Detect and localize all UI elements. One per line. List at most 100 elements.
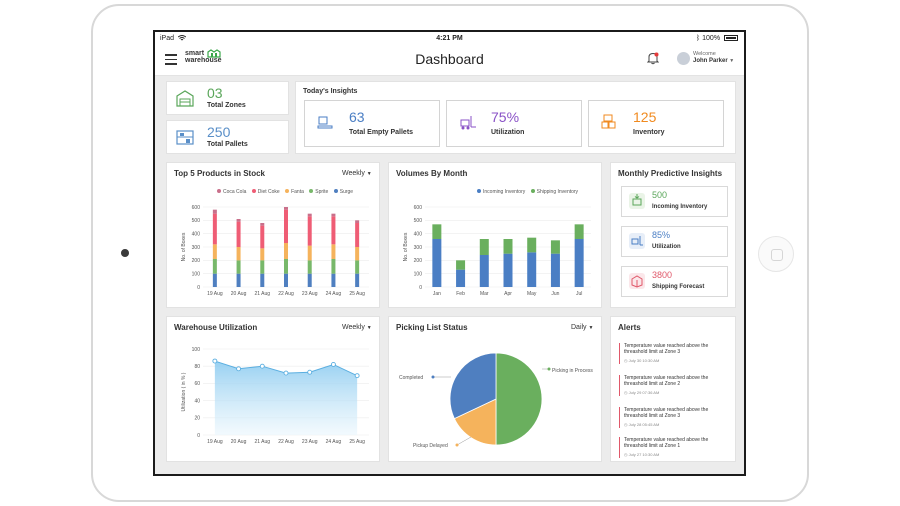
volumes-bar-incoming-inventory bbox=[550, 240, 560, 254]
top-products-bar-diet-coke bbox=[212, 213, 217, 245]
home-button[interactable] bbox=[758, 236, 794, 272]
top-products-bar-fanta bbox=[260, 248, 265, 261]
status-bar: iPad 4:21 PM ᛒ 100% bbox=[155, 32, 744, 46]
utilization-ytick: 80 bbox=[194, 364, 200, 370]
alert-item[interactable]: Temperature value reached above the thre… bbox=[619, 375, 729, 396]
top-products-ytick: 500 bbox=[192, 218, 201, 224]
predict-utilization: 85% Utilization bbox=[621, 226, 728, 257]
top-products-bar-diet-coke bbox=[284, 209, 288, 243]
top-products-bar-surge bbox=[355, 273, 360, 287]
bell-icon[interactable] bbox=[647, 52, 659, 65]
top-products-bar-surge bbox=[260, 273, 265, 287]
top-products-bar-surge bbox=[284, 273, 288, 287]
predictive-insights-card: Monthly Predictive Insights 500 Incoming… bbox=[610, 162, 736, 308]
insight-utilization: 75% Utilization bbox=[446, 100, 582, 147]
top-products-ylabel: No. of Boxes bbox=[181, 232, 187, 261]
top-products-bar-coca-cola bbox=[284, 207, 288, 210]
top-products-xtick: 21 Aug bbox=[254, 291, 270, 297]
top-products-bar-diet-coke bbox=[236, 221, 241, 247]
volumes-xtick: Mar bbox=[480, 291, 489, 297]
volumes-xtick: Jan bbox=[433, 291, 441, 297]
bluetooth-icon: ᛒ bbox=[695, 35, 701, 42]
avatar[interactable] bbox=[677, 52, 690, 65]
top-products-bar-coca-cola bbox=[331, 213, 336, 217]
top-products-ytick: 600 bbox=[192, 205, 201, 211]
total-zones-value: 03 bbox=[207, 85, 223, 101]
total-pallets-card: 250 Total Pallets bbox=[166, 120, 289, 154]
utilization-point bbox=[307, 369, 313, 375]
utilization-xtick: 21 Aug bbox=[254, 439, 270, 445]
utilization-ytick: 20 bbox=[194, 416, 200, 422]
top-products-bar-fanta bbox=[236, 247, 241, 261]
top-products-bar-coca-cola bbox=[236, 219, 241, 222]
top-products-card: Top 5 Products in Stock Weekly ▼ Coca Co… bbox=[166, 162, 380, 308]
chevron-down-icon: ▼ bbox=[729, 58, 735, 64]
utilization-point bbox=[236, 366, 242, 372]
top-products-bar-sprite bbox=[331, 259, 336, 274]
top-products-bar-sprite bbox=[212, 259, 217, 274]
user-menu[interactable]: Welcome John Parker ▼ bbox=[693, 51, 735, 64]
volumes-bar-shipping-inventory bbox=[456, 269, 466, 287]
utilization-ytick: 60 bbox=[194, 381, 200, 387]
warehouse-icon bbox=[176, 90, 194, 107]
volumes-bar-shipping-inventory bbox=[503, 253, 513, 287]
clock-icon: ◷ bbox=[624, 390, 628, 395]
top-products-xtick: 24 Aug bbox=[326, 291, 342, 297]
utilization-ytick: 40 bbox=[194, 398, 200, 404]
volumes-bar-incoming-inventory bbox=[456, 260, 466, 270]
battery-level: 100% bbox=[702, 35, 721, 42]
utilization-xtick: 20 Aug bbox=[231, 439, 247, 445]
device-name: iPad bbox=[160, 35, 175, 42]
volumes-bar-incoming-inventory bbox=[432, 224, 442, 239]
top-products-bar-diet-coke bbox=[307, 216, 312, 246]
utilization-area bbox=[214, 361, 358, 435]
volumes-xtick: Jun bbox=[551, 291, 559, 297]
smart-warehouse-logo: smart warehouse bbox=[185, 49, 222, 64]
top-products-bar-surge bbox=[331, 273, 336, 287]
volumes-bar-incoming-inventory bbox=[479, 239, 489, 255]
picking-filter[interactable]: Daily ▼ bbox=[571, 324, 594, 331]
volumes-legend: Incoming Inventory Shipping Inventory bbox=[477, 189, 582, 195]
insight-empty-pallets: 63 Total Empty Pallets bbox=[304, 100, 440, 147]
picking-pie-chart bbox=[431, 352, 551, 447]
top-products-bar-diet-coke bbox=[355, 223, 360, 247]
alert-item[interactable]: Temperature value reached above the thre… bbox=[619, 343, 729, 364]
volumes-ytick: 300 bbox=[414, 245, 423, 251]
clock-icon: ◷ bbox=[624, 452, 628, 457]
volumes-ytick: 0 bbox=[419, 285, 422, 291]
alerts-card: Alerts Temperature value reached above t… bbox=[610, 316, 736, 462]
volumes-ytick: 600 bbox=[414, 205, 423, 211]
top-products-filter[interactable]: Weekly ▼ bbox=[342, 170, 372, 177]
volumes-ylabel: No. of Boxes bbox=[403, 232, 409, 261]
top-products-bar-sprite bbox=[307, 260, 312, 274]
pie-dot-delayed bbox=[455, 443, 459, 447]
alert-item[interactable]: Temperature value reached above the thre… bbox=[619, 437, 729, 458]
predict-shipping: 3800 Shipping Forecast bbox=[621, 266, 728, 297]
top-products-bar-fanta bbox=[331, 244, 336, 259]
insight-inventory: 125 Inventory bbox=[588, 100, 724, 147]
pie-label-completed: Completed bbox=[399, 375, 424, 381]
top-products-bar-surge bbox=[307, 273, 312, 287]
hamburger-icon[interactable] bbox=[165, 54, 177, 65]
volumes-xtick: Feb bbox=[456, 291, 465, 297]
clock-icon: ◷ bbox=[624, 422, 628, 427]
utilization-xtick: 23 Aug bbox=[302, 439, 318, 445]
app-screen: iPad 4:21 PM ᛒ 100% smart warehouse Dash… bbox=[153, 30, 746, 476]
volumes-bar-shipping-inventory bbox=[574, 239, 584, 287]
utilization-xtick: 24 Aug bbox=[326, 439, 342, 445]
top-products-bar-diet-coke bbox=[260, 225, 265, 249]
shipping-box-icon bbox=[629, 273, 645, 289]
utilization-point bbox=[212, 358, 218, 364]
alert-item[interactable]: Temperature value reached above the thre… bbox=[619, 407, 729, 428]
volumes-ytick: 400 bbox=[414, 231, 423, 237]
pie-slice-picking-in-process bbox=[495, 352, 543, 446]
camera-icon bbox=[121, 249, 129, 257]
utilization-filter[interactable]: Weekly ▼ bbox=[342, 324, 372, 331]
utilization-chart: 100 80 60 40 20 0 Utilization ( in % ) 19 Aug 20… bbox=[181, 347, 369, 445]
top-products-bar-sprite bbox=[284, 259, 288, 274]
top-products-ytick: 300 bbox=[192, 245, 201, 251]
boxes-icon bbox=[601, 114, 616, 129]
warehouse-logo-icon bbox=[207, 49, 221, 58]
top-products-legend: Coca Cola Diet Coke Fanta Sprite Surge bbox=[217, 189, 357, 195]
total-zones-label: Total Zones bbox=[207, 102, 246, 109]
